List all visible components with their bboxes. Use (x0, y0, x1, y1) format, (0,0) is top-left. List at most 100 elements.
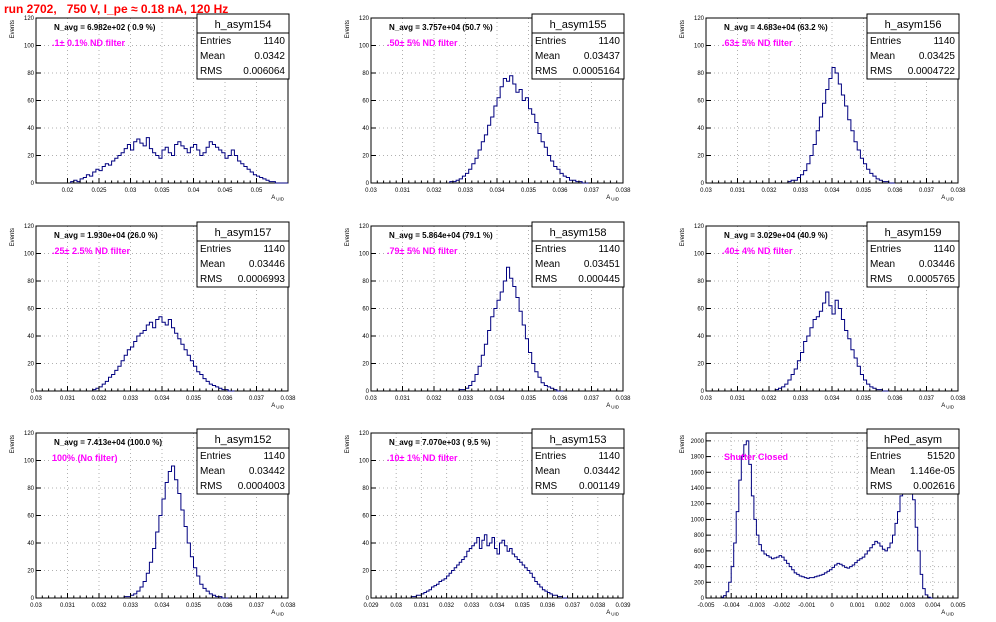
stats-key: Entries (535, 36, 566, 47)
y-tick-label: 20 (27, 569, 34, 575)
x-tick-label: 0.034 (824, 396, 840, 402)
x-tick-label: 0.032 (426, 396, 442, 402)
histogram-series (410, 534, 568, 599)
x-tick-label: 0.033 (458, 396, 474, 402)
y-tick-label: 1000 (691, 517, 705, 523)
x-axis-label: AUID (606, 403, 620, 410)
stats-value: 1140 (933, 244, 955, 255)
x-tick-label: 0.03 (700, 396, 712, 402)
x-tick-label: 0.031 (395, 188, 411, 194)
y-tick-label: 40 (697, 126, 704, 132)
y-tick-label: 120 (24, 16, 35, 22)
stats-value: 1140 (598, 244, 620, 255)
x-tick-label: 0.03 (125, 188, 137, 194)
x-tick-label: 0.03 (365, 396, 377, 402)
stats-value: 1140 (263, 36, 285, 47)
y-tick-label: 60 (697, 99, 704, 105)
y-tick-label: 20 (362, 154, 369, 160)
stats-key: RMS (200, 274, 223, 285)
stats-value: 0.03446 (919, 259, 956, 270)
x-tick-label: 0.031 (730, 188, 746, 194)
x-tick-label: 0.038 (615, 188, 631, 194)
x-tick-label: 0.032 (91, 603, 107, 609)
x-tick-label: 0.03 (365, 188, 377, 194)
x-tick-label: 0.037 (249, 396, 265, 402)
x-tick-label: -0.003 (748, 603, 766, 609)
y-axis-label: Events (10, 435, 16, 453)
stats-key: Entries (870, 36, 901, 47)
x-tick-label: 0.038 (615, 396, 631, 402)
x-tick-label: 0.002 (875, 603, 891, 609)
navg-annotation: N_avg = 3.029e+04 (40.9 %) (724, 231, 828, 240)
stats-value: 0.006064 (243, 66, 285, 77)
histogram-series (92, 316, 235, 392)
histogram-series (787, 67, 895, 184)
y-tick-label: 80 (27, 486, 34, 492)
x-tick-label: 0.036 (887, 396, 903, 402)
filter-label: .50± 5% ND filter (387, 38, 458, 48)
x-tick-label: 0.03 (30, 396, 42, 402)
x-tick-label: 0.032 (439, 603, 455, 609)
x-tick-label: 0.031 (414, 603, 430, 609)
y-tick-label: 1400 (691, 486, 705, 492)
stats-value: 1140 (263, 244, 285, 255)
filter-label: .10± 1% ND filter (387, 453, 458, 463)
y-tick-label: 40 (27, 334, 34, 340)
x-tick-label: 0.035 (154, 188, 170, 194)
y-tick-label: 80 (697, 279, 704, 285)
x-tick-label: 0.036 (552, 396, 568, 402)
stats-key: Entries (870, 244, 901, 255)
stats-key: Entries (200, 244, 231, 255)
y-tick-label: 1200 (691, 502, 705, 508)
histogram-series (774, 291, 889, 392)
navg-annotation: N_avg = 1.930e+04 (26.0 %) (54, 231, 158, 240)
x-tick-label: -0.001 (798, 603, 816, 609)
stats-key: Mean (200, 259, 225, 270)
x-tick-label: 0.031 (730, 396, 746, 402)
histogram-panel-h_asym155: 0.03 0.031 0.032 0.033 0.034 0.035 0.036 0.037 0… (345, 13, 631, 202)
x-tick-label: 0.039 (615, 603, 631, 609)
x-tick-label: 0.032 (426, 188, 442, 194)
stats-value: 0.0342 (254, 51, 285, 62)
x-tick-label: 0.035 (521, 188, 537, 194)
y-tick-label: 20 (362, 569, 369, 575)
stats-value: 0.0005164 (573, 66, 621, 77)
x-tick-label: 0.031 (395, 396, 411, 402)
stats-key: Mean (870, 259, 895, 270)
y-tick-label: 100 (24, 44, 35, 50)
y-tick-label: 40 (27, 126, 34, 132)
stats-key: Entries (870, 451, 901, 462)
navg-annotation: N_avg = 7.070e+03 ( 9.5 %) (389, 438, 491, 447)
x-tick-label: 0.035 (856, 396, 872, 402)
stats-title: h_asym156 (885, 19, 942, 31)
stats-key: RMS (535, 274, 558, 285)
x-tick-label: 0.035 (186, 603, 202, 609)
histogram-panel-h_asym158: 0.03 0.031 0.032 0.033 0.034 0.035 0.036 0.037 0… (345, 221, 631, 410)
y-axis-label: Events (10, 228, 16, 246)
stats-title: h_asym159 (885, 227, 942, 239)
y-tick-label: 0 (366, 596, 370, 602)
stats-title: h_asym153 (550, 434, 607, 446)
x-axis-label: AUID (941, 610, 955, 617)
stats-value: 0.002616 (913, 481, 955, 492)
y-tick-label: 120 (694, 224, 705, 230)
y-axis-label: Events (680, 20, 686, 38)
y-tick-label: 100 (359, 44, 370, 50)
stats-key: Mean (535, 51, 560, 62)
stats-box (866, 240, 960, 288)
x-tick-label: 0.003 (900, 603, 916, 609)
x-tick-label: 0.037 (919, 396, 935, 402)
x-tick-label: 0.001 (850, 603, 866, 609)
stats-key: RMS (200, 66, 223, 77)
y-tick-label: 80 (362, 279, 369, 285)
y-tick-label: 60 (27, 514, 34, 520)
y-tick-label: 60 (362, 307, 369, 313)
x-tick-label: 0.025 (91, 188, 107, 194)
stats-key: Mean (200, 466, 225, 477)
x-tick-label: 0.035 (186, 396, 202, 402)
y-tick-label: 20 (362, 362, 369, 368)
stats-box (196, 447, 290, 495)
y-tick-label: 120 (694, 16, 705, 22)
stats-value: 1.146e-05 (910, 466, 955, 477)
stats-value: 0.03442 (584, 466, 621, 477)
